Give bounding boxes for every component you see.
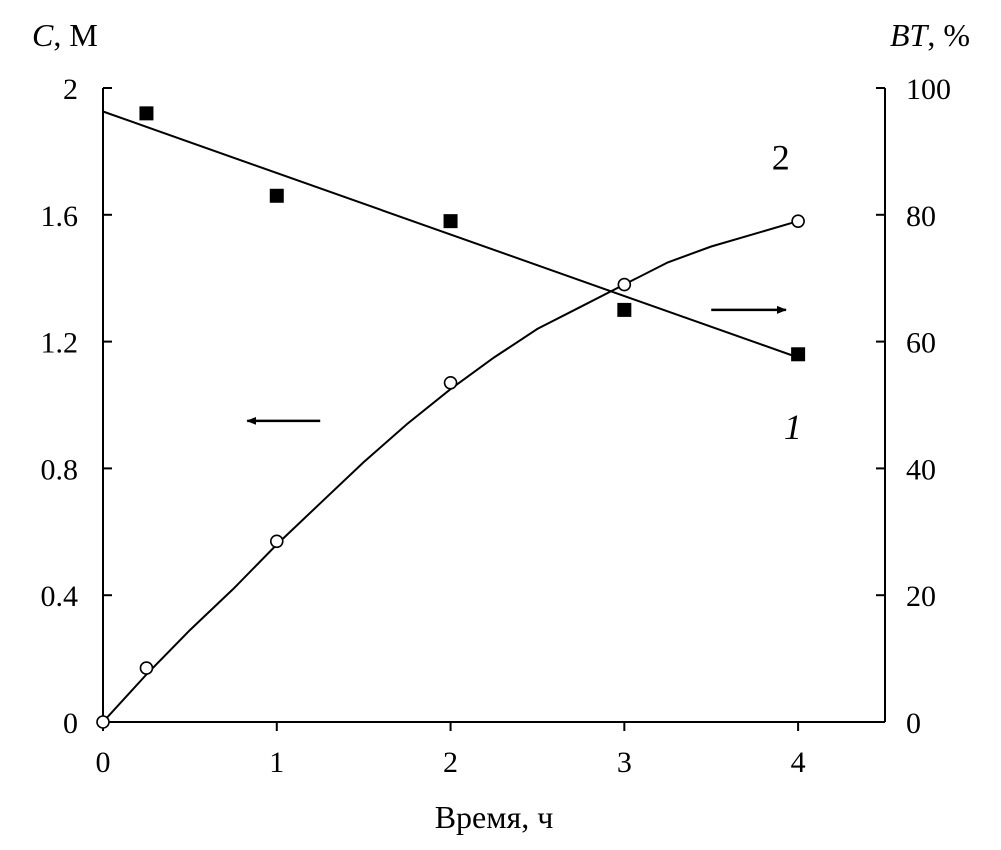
series-1-line [102, 220, 799, 723]
left-y-tick-label: 0 [63, 707, 78, 740]
series-2-point [443, 214, 458, 229]
series-layer [96, 106, 806, 729]
series-1-point [791, 214, 805, 228]
series-1-point [269, 534, 284, 549]
right-y-tick-label: 0 [906, 707, 921, 740]
left-y-tick-label: 1.6 [41, 200, 79, 233]
series-1-point [139, 661, 154, 675]
series-1-point [617, 277, 632, 292]
left-y-axis-title: C, М [32, 17, 98, 53]
right-y-axis-title-symbol: BT [890, 17, 930, 53]
right-y-tick-label: 40 [906, 453, 936, 486]
right-y-tick-label: 60 [906, 327, 936, 360]
series-2-point [269, 188, 284, 203]
series-1-point [96, 715, 110, 729]
x-tick-label: 1 [269, 746, 284, 779]
left-y-tick-label: 1.2 [41, 327, 79, 360]
right-y-tick-label: 100 [906, 73, 951, 106]
right-y-ticks: 0 20 40 60 80 100 [876, 73, 951, 740]
curve-label-1: 1 [784, 407, 802, 447]
left-y-axis-title-unit: , М [53, 17, 97, 53]
left-y-ticks: 0 0.4 0.8 1.2 1.6 2 [41, 73, 112, 740]
x-ticks: 0 1 2 3 4 [96, 722, 806, 779]
series-2-line [102, 110, 799, 359]
right-y-axis-title-unit: , % [927, 17, 970, 53]
x-tick-label: 3 [617, 746, 632, 779]
left-y-axis-title-symbol: C [32, 17, 54, 53]
right-y-tick-label: 80 [906, 200, 936, 233]
x-tick-label: 2 [443, 746, 458, 779]
x-tick-label: 4 [791, 746, 806, 779]
series-2-point [791, 347, 806, 362]
series-1-point [443, 376, 458, 390]
curve-label-2: 2 [772, 138, 790, 178]
left-y-tick-label: 2 [63, 73, 78, 106]
arrow-layer [246, 305, 787, 425]
left-y-tick-label: 0.8 [41, 453, 79, 486]
left-y-tick-label: 0.4 [41, 580, 79, 613]
right-y-tick-label: 20 [906, 580, 936, 613]
x-axis-title: Время, ч [435, 799, 554, 835]
series-2-point [617, 302, 632, 317]
series-2-point [139, 106, 154, 121]
curve-label-layer: 12 [772, 138, 802, 447]
x-tick-label: 0 [96, 746, 111, 779]
right-y-axis-title: BT, % [890, 17, 970, 53]
